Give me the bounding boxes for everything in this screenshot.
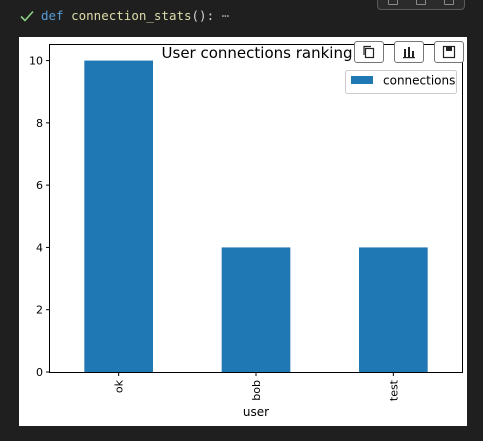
code-preview[interactable]: def connection_stats(): ⋯ [41,8,229,24]
y-tick-label: 4 [36,241,43,254]
code-function-name: connection_stats [71,8,192,23]
copy-button[interactable] [354,41,384,63]
cell-toolbar-button[interactable] [388,0,398,5]
bar-chart-icon [403,47,415,59]
save-icon [442,45,456,59]
cell-header: def connection_stats(): ⋯ [0,0,483,34]
x-tick-label: ok [113,379,126,393]
bar-chart: User connections ranking 0 2 4 6 8 10 ok bob te… [29,44,463,419]
chart-view-button[interactable] [394,41,424,63]
save-button[interactable] [434,41,464,63]
cell-output: User connections ranking 0 2 4 6 8 10 ok bob te… [19,37,467,426]
legend-swatch [351,76,373,84]
plot-frame [49,44,463,373]
x-tick-label: test [387,379,400,401]
y-tick-label: 2 [36,304,43,317]
collapsed-marker[interactable]: ⋯ [221,8,230,23]
legend: connections [345,70,457,94]
x-tick-label: bob [250,380,263,401]
legend-label: connections [383,74,455,88]
y-tick-label: 8 [36,117,43,130]
code-keyword: def [41,8,64,23]
y-tick-label: 6 [36,179,43,192]
y-tick-label: 0 [36,366,43,379]
cell-toolbar [377,0,465,10]
copy-icon [363,45,375,59]
chart-title: User connections ranking [162,44,353,62]
code-suffix: (): [191,8,215,23]
legend-box [345,70,457,94]
cell-toolbar-button[interactable] [444,0,454,5]
y-tick-label: 10 [29,55,43,68]
check-icon [20,10,34,22]
bar-test [359,247,428,372]
bar-ok [84,60,153,373]
bar-bob [221,247,291,372]
cell-toolbar-button[interactable] [416,0,426,5]
x-axis-label: user [243,405,269,419]
